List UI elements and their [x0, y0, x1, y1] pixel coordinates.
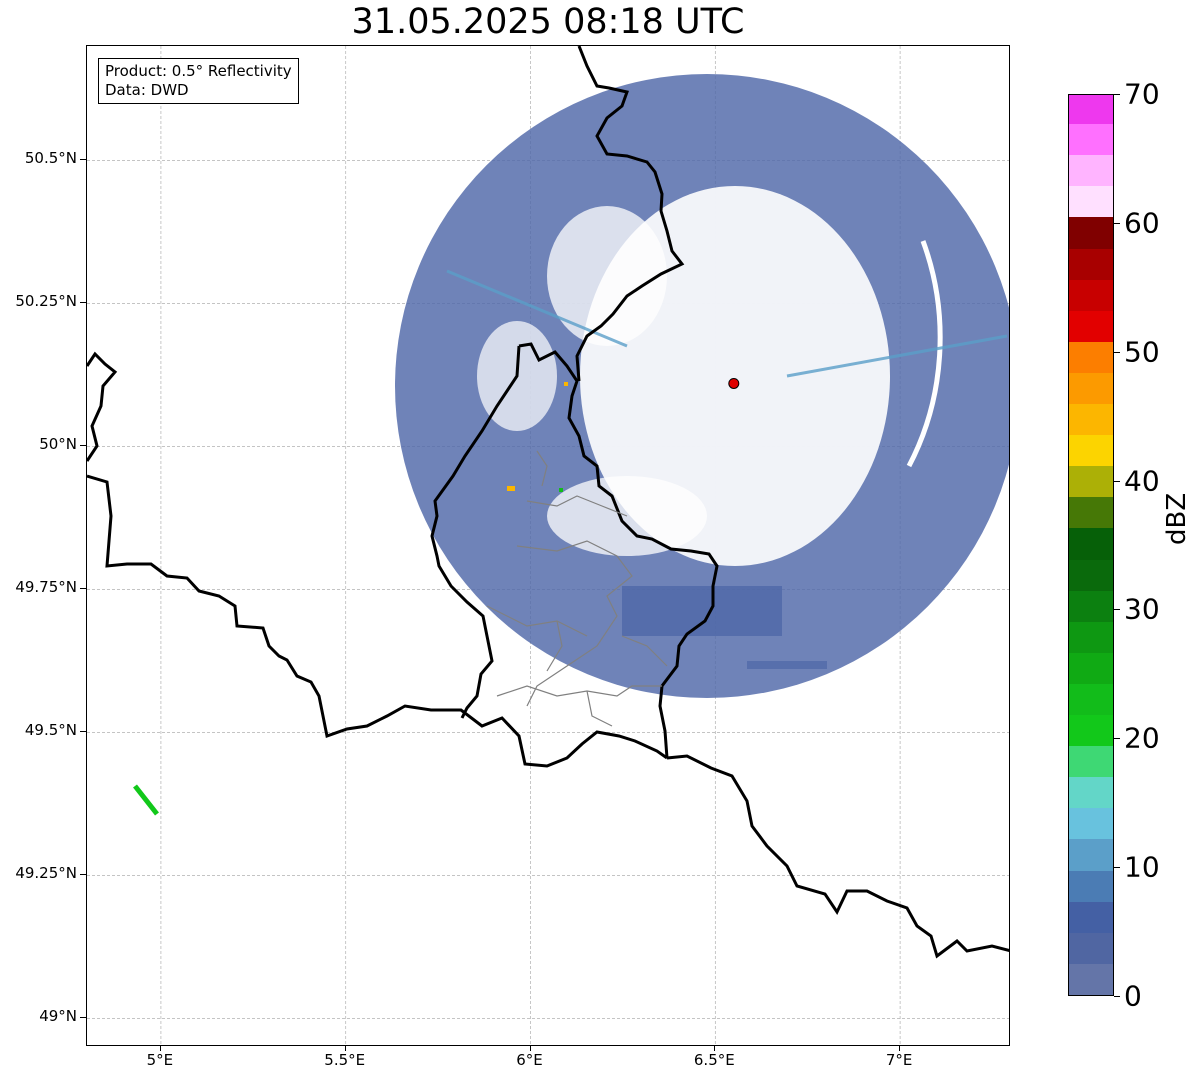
colorbar-segment	[1069, 745, 1113, 778]
colorbar-segment	[1069, 900, 1113, 933]
colorbar-segment	[1069, 527, 1113, 560]
lon-tick-label: 7°E	[885, 1051, 913, 1069]
info-product: Product: 0.5° Reflectivity	[105, 62, 292, 80]
echo-cell-green	[559, 488, 563, 492]
colorbar-tick-mark	[1114, 222, 1120, 224]
colorbar-tick-mark	[1114, 738, 1120, 740]
map-title: 31.05.2025 08:18 UTC	[351, 2, 745, 42]
echo-cell-orange	[564, 382, 568, 386]
lon-tick-mark	[529, 1046, 531, 1051]
colorbar-segment	[1069, 216, 1113, 249]
echo-fleck	[747, 661, 827, 669]
lon-tick-mark	[714, 1046, 716, 1051]
colorbar-segment	[1069, 95, 1113, 125]
lon-tick-mark	[159, 1046, 161, 1051]
colorbar-segment	[1069, 403, 1113, 436]
lat-tick-label: 50°N	[39, 435, 77, 454]
colorbar-segment	[1069, 123, 1113, 156]
colorbar-segment	[1069, 185, 1113, 218]
colorbar-segment	[1069, 558, 1113, 591]
colorbar-segment	[1069, 963, 1113, 995]
colorbar-tick-mark	[1114, 94, 1120, 95]
echo-gap-north	[547, 206, 667, 346]
country-border-lux	[430, 342, 719, 759]
lat-tick-mark	[80, 731, 86, 733]
lat-tick-label: 49°N	[39, 1007, 77, 1026]
admin-boundaries	[486, 450, 668, 727]
colorbar-segment	[1069, 651, 1113, 684]
lat-tick-label: 49.75°N	[15, 578, 77, 597]
lat-tick-mark	[80, 302, 86, 304]
country-border-west	[87, 351, 668, 768]
echo-ring	[906, 240, 943, 468]
colorbar-segment	[1069, 309, 1113, 342]
echo-cell-green-sw	[133, 784, 159, 816]
colorbar-segment	[1069, 807, 1113, 840]
colorbar-segment	[1069, 372, 1113, 405]
colorbar-tick-label: 40	[1124, 464, 1160, 498]
lat-tick-mark	[80, 874, 86, 876]
colorbar-unit: dBZ	[1162, 492, 1192, 545]
lon-tick-label: 5°E	[146, 1051, 174, 1069]
colorbar-tick-mark	[1114, 609, 1120, 611]
country-border-de-be	[575, 46, 685, 382]
colorbar-tick-label: 20	[1124, 721, 1160, 755]
colorbar-segment	[1069, 278, 1113, 311]
info-data-source: Data: DWD	[105, 81, 189, 99]
colorbar-tick-label: 0	[1124, 979, 1142, 1013]
colorbar-segment	[1069, 931, 1113, 964]
colorbar-tick-label: 70	[1124, 77, 1160, 111]
country-border-de-fr	[666, 754, 1009, 959]
colorbar-tick-label: 10	[1124, 850, 1160, 884]
lat-tick-label: 50.5°N	[24, 149, 77, 168]
lon-tick-mark	[344, 1046, 346, 1051]
lon-tick-label: 6.5°E	[693, 1051, 735, 1069]
echo-cell-yellow	[507, 486, 515, 491]
radar-echoes	[133, 74, 1009, 816]
lat-tick-mark	[80, 588, 86, 590]
colorbar-segment	[1069, 620, 1113, 653]
lat-tick-mark	[80, 1017, 86, 1019]
colorbar-segment	[1069, 465, 1113, 498]
colorbar-segment	[1069, 496, 1113, 529]
borders	[87, 46, 1009, 959]
colorbar-segment	[1069, 838, 1113, 871]
colorbar-tick-label: 50	[1124, 335, 1160, 369]
echo-streak-nw	[446, 269, 628, 348]
colorbar-segment	[1069, 154, 1113, 187]
radar-site-marker[interactable]	[728, 377, 740, 389]
colorbar-tick-mark	[1114, 867, 1120, 869]
info-box: Product: 0.5° Reflectivity Data: DWD	[98, 58, 299, 104]
colorbar-segment	[1069, 247, 1113, 280]
lat-tick-label: 50.25°N	[15, 292, 77, 311]
colorbar-tick-mark	[1114, 480, 1120, 482]
lat-tick-mark	[80, 159, 86, 161]
colorbar-segment	[1069, 589, 1113, 622]
colorbar-segment	[1069, 714, 1113, 747]
lat-tick-mark	[80, 445, 86, 447]
lon-tick-label: 5.5°E	[324, 1051, 366, 1069]
lat-tick-label: 49.25°N	[15, 864, 77, 883]
colorbar-segment	[1069, 434, 1113, 467]
colorbar-segment	[1069, 340, 1113, 373]
colorbar	[1068, 94, 1114, 996]
echo-band-south	[622, 586, 782, 636]
colorbar-tick-mark	[1114, 351, 1120, 353]
colorbar-segment	[1069, 776, 1113, 809]
colorbar-segment	[1069, 683, 1113, 716]
echo-streak-e	[786, 334, 1008, 378]
lon-tick-label: 6°E	[516, 1051, 543, 1069]
map-canvas	[87, 46, 1009, 1045]
colorbar-tick-mark	[1114, 996, 1120, 997]
colorbar-tick-label: 60	[1124, 206, 1160, 240]
colorbar-segment	[1069, 869, 1113, 902]
colorbar-tick-label: 30	[1124, 592, 1160, 626]
radar-map[interactable]: Product: 0.5° Reflectivity Data: DWD	[86, 45, 1010, 1046]
lat-tick-label: 49.5°N	[24, 721, 77, 740]
lon-tick-mark	[899, 1046, 901, 1051]
